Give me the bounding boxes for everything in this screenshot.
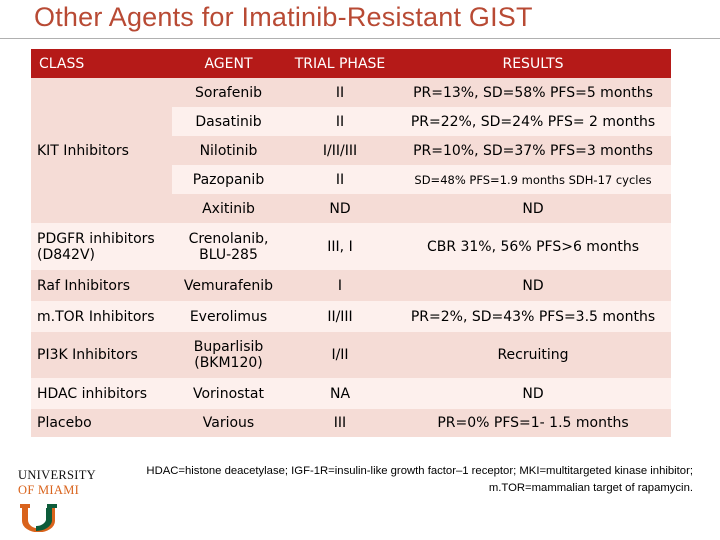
- agent-cell: Sorafenib: [172, 78, 285, 107]
- phase-cell: II/III: [285, 301, 395, 332]
- class-cell: HDAC inhibitors: [31, 378, 172, 409]
- table-row: Dasatinib II PR=22%, SD=24% PFS= 2 month…: [31, 107, 671, 136]
- page-title: Other Agents for Imatinib-Resistant GIST: [34, 2, 533, 32]
- phase-cell: I: [285, 270, 395, 301]
- agent-cell: Crenolanib, BLU-285: [172, 223, 285, 270]
- phase-cell: III: [285, 409, 395, 437]
- class-cell: PI3K Inhibitors: [31, 332, 172, 378]
- table-row: PDGFR inhibitors (D842V) Crenolanib, BLU…: [31, 223, 671, 270]
- logo-university-text: UNIVERSITY: [18, 468, 96, 482]
- phase-cell: I/II/III: [285, 136, 395, 165]
- header-class: CLASS: [31, 49, 172, 78]
- results-cell: PR=22%, SD=24% PFS= 2 months: [395, 107, 671, 136]
- table-row: Axitinib ND ND: [31, 194, 671, 223]
- agent-cell: Everolimus: [172, 301, 285, 332]
- results-cell: Recruiting: [395, 332, 671, 378]
- results-cell: SD=48% PFS=1.9 months SDH-17 cycles: [395, 165, 671, 194]
- table-row: m.TOR Inhibitors Everolimus II/III PR=2%…: [31, 301, 671, 332]
- phase-cell: II: [285, 78, 395, 107]
- agent-cell: Buparlisib (BKM120): [172, 332, 285, 378]
- header-agent: AGENT: [172, 49, 285, 78]
- phase-cell: I/II: [285, 332, 395, 378]
- class-cell: Placebo: [31, 409, 172, 437]
- results-cell: ND: [395, 270, 671, 301]
- results-cell: ND: [395, 378, 671, 409]
- phase-cell: III, I: [285, 223, 395, 270]
- results-cell: PR=10%, SD=37% PFS=3 months: [395, 136, 671, 165]
- table-row: Placebo Various III PR=0% PFS=1- 1.5 mon…: [31, 409, 671, 437]
- agent-cell: Nilotinib: [172, 136, 285, 165]
- title-divider: [0, 38, 720, 39]
- results-cell: PR=0% PFS=1- 1.5 months: [395, 409, 671, 437]
- agent-cell: Axitinib: [172, 194, 285, 223]
- agent-cell: Vemurafenib: [172, 270, 285, 301]
- phase-cell: II: [285, 165, 395, 194]
- header-trial-phase: TRIAL PHASE: [285, 49, 395, 78]
- agents-table: CLASS AGENT TRIAL PHASE RESULTS KIT Inhi…: [31, 49, 671, 437]
- footnote: HDAC=histone deacetylase; IGF-1R=insulin…: [146, 465, 693, 494]
- phase-cell: NA: [285, 378, 395, 409]
- table-row: Pazopanib II SD=48% PFS=1.9 months SDH-1…: [31, 165, 671, 194]
- phase-cell: ND: [285, 194, 395, 223]
- class-cell: PDGFR inhibitors (D842V): [31, 223, 172, 270]
- agent-cell: Vorinostat: [172, 378, 285, 409]
- agent-cell: Pazopanib: [172, 165, 285, 194]
- results-cell: CBR 31%, 56% PFS>6 months: [395, 223, 671, 270]
- table-row: Raf Inhibitors Vemurafenib I ND: [31, 270, 671, 301]
- table-row: Nilotinib I/II/III PR=10%, SD=37% PFS=3 …: [31, 136, 671, 165]
- class-cell: Raf Inhibitors: [31, 270, 172, 301]
- table-row: HDAC inhibitors Vorinostat NA ND: [31, 378, 671, 409]
- results-cell: PR=13%, SD=58% PFS=5 months: [395, 78, 671, 107]
- u-logo-icon: [20, 504, 57, 532]
- agent-cell: Dasatinib: [172, 107, 285, 136]
- table-header-row: CLASS AGENT TRIAL PHASE RESULTS: [31, 49, 671, 78]
- header-results: RESULTS: [395, 49, 671, 78]
- class-cell: KIT Inhibitors: [31, 78, 172, 223]
- results-cell: PR=2%, SD=43% PFS=3.5 months: [395, 301, 671, 332]
- table-row: KIT Inhibitors Sorafenib II PR=13%, SD=5…: [31, 78, 671, 223]
- agent-cell: Various: [172, 409, 285, 437]
- logo-miami-text: OF MIAMI: [18, 483, 80, 497]
- phase-cell: II: [285, 107, 395, 136]
- class-cell: m.TOR Inhibitors: [31, 301, 172, 332]
- results-cell: ND: [395, 194, 671, 223]
- table-row: PI3K Inhibitors Buparlisib (BKM120) I/II…: [31, 332, 671, 378]
- university-logo: UNIVERSITY OF MIAMI: [18, 468, 113, 532]
